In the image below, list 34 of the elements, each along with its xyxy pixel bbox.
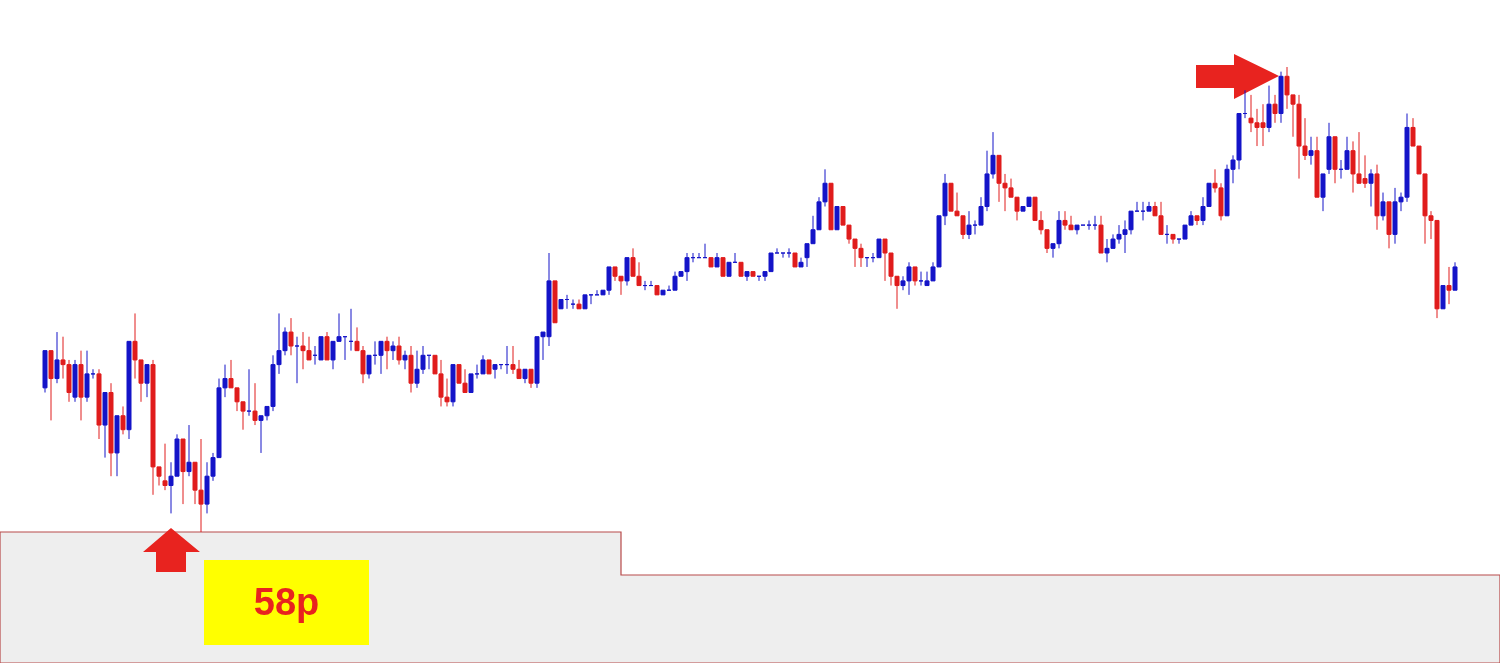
candlestick	[1440, 285, 1446, 310]
text: 58p	[204, 560, 369, 645]
candlestick	[252, 382, 258, 426]
candlestick	[1092, 215, 1098, 231]
candlestick	[720, 257, 726, 277]
candlestick	[624, 257, 630, 287]
candlestick	[288, 317, 294, 356]
candlestick	[1272, 94, 1278, 124]
candlestick	[1266, 85, 1272, 133]
candlestick	[786, 247, 792, 259]
candlestick	[1380, 192, 1386, 221]
candlestick	[1452, 261, 1458, 291]
candlestick	[576, 299, 582, 310]
candlestick	[144, 364, 150, 398]
candlestick	[402, 350, 408, 370]
candlestick	[246, 368, 252, 417]
candlestick	[396, 336, 402, 366]
candlestick	[780, 252, 786, 259]
candlestick	[834, 206, 840, 231]
candlestick	[294, 336, 300, 384]
candlestick	[162, 443, 168, 491]
candlestick	[912, 266, 918, 287]
candlestick	[186, 424, 192, 477]
candlestick	[1368, 168, 1374, 207]
candlestick	[324, 331, 330, 361]
candlestick	[1446, 266, 1452, 305]
candlestick	[120, 405, 126, 435]
candlestick	[1086, 219, 1092, 231]
candlestick	[528, 368, 534, 389]
candlestick	[384, 336, 390, 370]
candlestick	[54, 331, 60, 384]
candlestick	[390, 340, 396, 361]
candlestick	[1320, 173, 1326, 212]
candlestick	[1308, 136, 1314, 166]
